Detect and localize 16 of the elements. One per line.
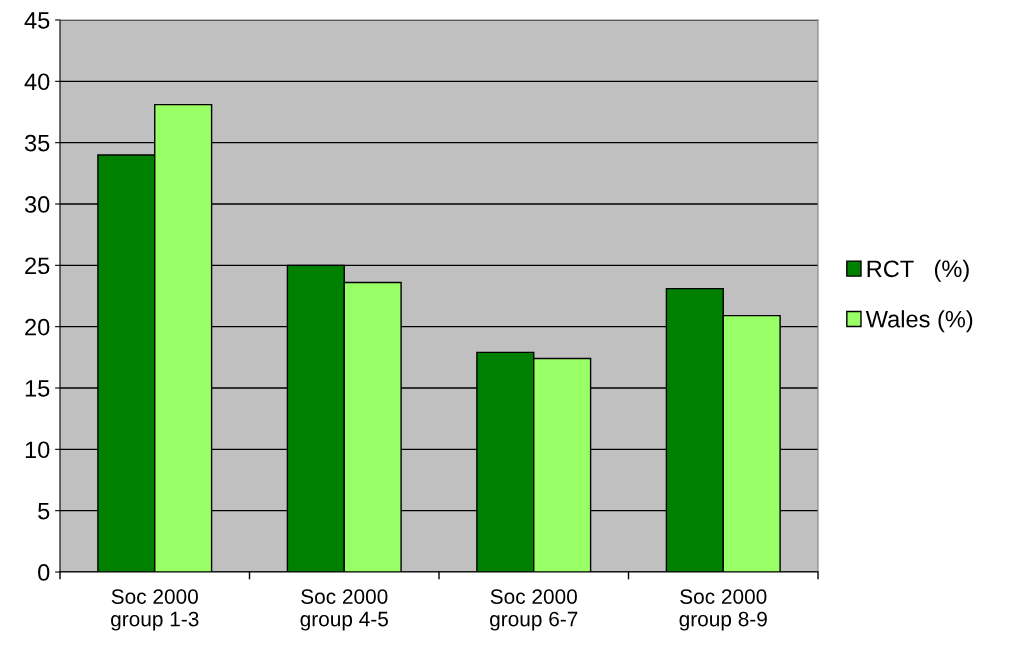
y-tick-label: 40 <box>24 73 50 91</box>
x-tick-label: Soc 2000 group 8-9 <box>679 589 767 631</box>
y-tick-label: 20 <box>25 318 50 336</box>
x-tick-label: Soc 2000 group 6-7 <box>490 589 578 631</box>
y-tick-label: 0 <box>38 564 50 581</box>
y-tick-label: 5 <box>38 502 50 520</box>
x-tick-label: Soc 2000 group 1-3 <box>111 589 199 631</box>
y-tick-label: 15 <box>25 380 50 397</box>
y-tick-label: 30 <box>24 196 50 213</box>
y-tick-label: 35 <box>24 134 50 152</box>
y-tick-label: 25 <box>25 257 50 275</box>
x-tick-label: Soc 2000 group 4-5 <box>300 589 388 631</box>
legend-label: RCT (%) <box>867 259 969 282</box>
y-tick-label: 10 <box>25 441 50 459</box>
legend-label: Wales (%) <box>865 310 973 333</box>
y-tick-label: 45 <box>24 12 50 29</box>
